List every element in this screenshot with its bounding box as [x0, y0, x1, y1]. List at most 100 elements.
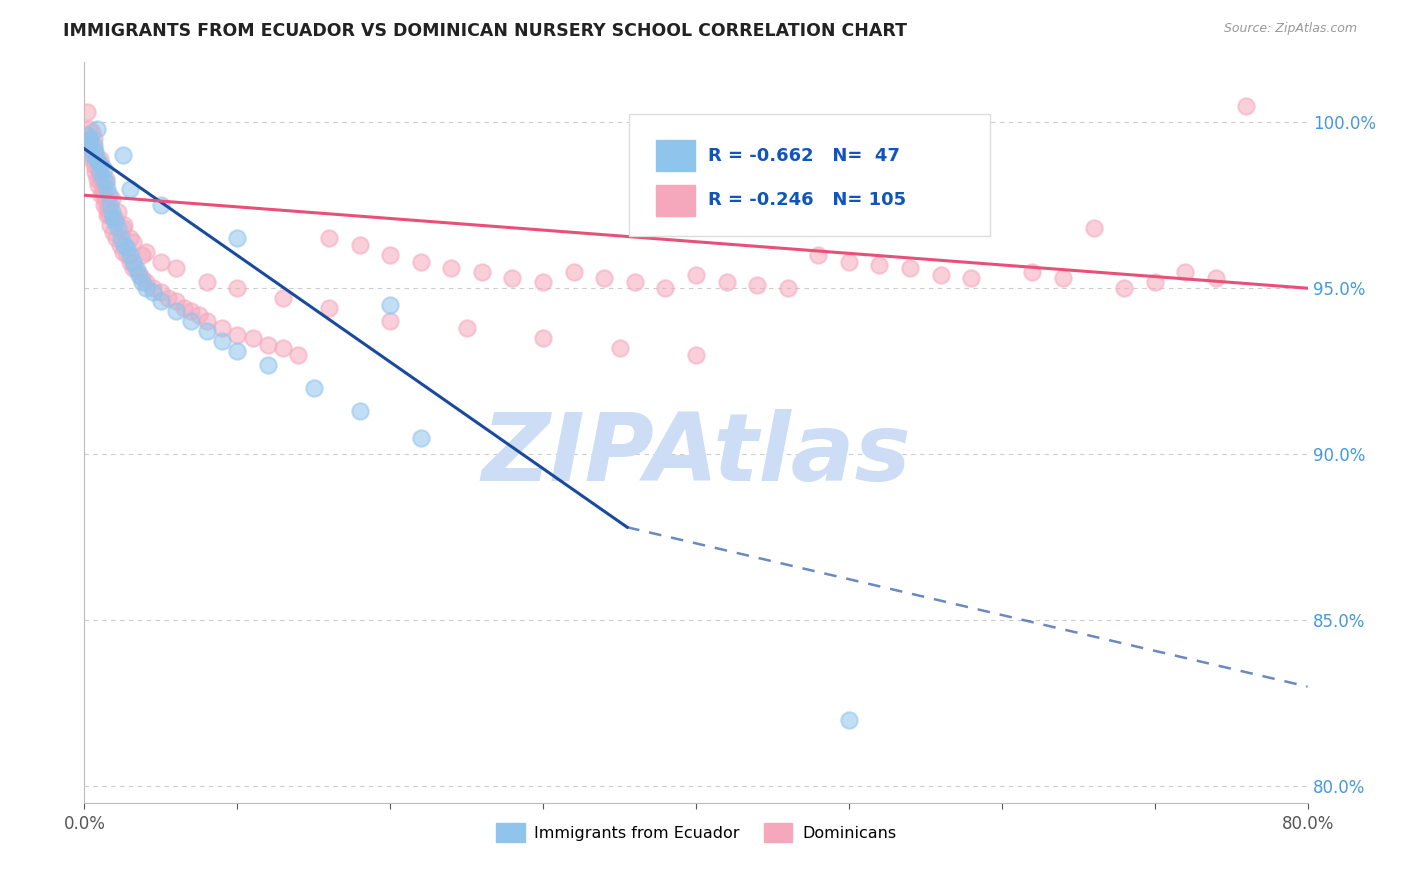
Point: [287, 348, 309, 362]
Point: [87, 155, 110, 169]
Point: [89, 152, 111, 166]
Point: [409, 431, 432, 445]
Point: [84, 145, 107, 159]
Point: [97, 188, 120, 202]
Point: [77, 121, 100, 136]
Point: [302, 381, 325, 395]
Point: [128, 268, 150, 282]
FancyBboxPatch shape: [628, 114, 990, 236]
Point: [195, 324, 218, 338]
Point: [593, 271, 616, 285]
Point: [242, 331, 264, 345]
Point: [869, 258, 891, 272]
Point: [380, 314, 402, 328]
Point: [562, 264, 585, 278]
Point: [838, 254, 860, 268]
Point: [110, 231, 132, 245]
Point: [94, 175, 117, 189]
Point: [349, 404, 371, 418]
Point: [165, 304, 187, 318]
Point: [120, 181, 142, 195]
Point: [226, 231, 249, 245]
Point: [77, 138, 100, 153]
Point: [898, 261, 921, 276]
Point: [111, 244, 134, 259]
Point: [101, 204, 124, 219]
Text: R = -0.662   N=  47: R = -0.662 N= 47: [709, 146, 900, 165]
Point: [83, 138, 105, 153]
Point: [131, 275, 153, 289]
Point: [86, 152, 108, 166]
Point: [122, 235, 145, 249]
Point: [76, 105, 98, 120]
Point: [112, 238, 135, 252]
Point: [79, 132, 101, 146]
Point: [80, 152, 103, 166]
Point: [173, 301, 195, 315]
Point: [111, 148, 134, 162]
Point: [471, 264, 494, 278]
Point: [1114, 281, 1136, 295]
Point: [1083, 221, 1105, 235]
Point: [127, 264, 149, 278]
Point: [104, 211, 127, 226]
Point: [89, 165, 111, 179]
Point: [440, 261, 463, 276]
Point: [93, 161, 115, 176]
Point: [120, 231, 142, 245]
Point: [96, 181, 118, 195]
Point: [380, 298, 402, 312]
Point: [135, 244, 157, 259]
Point: [211, 334, 233, 349]
Point: [180, 304, 202, 318]
Point: [107, 204, 129, 219]
Text: R = -0.246   N= 105: R = -0.246 N= 105: [709, 191, 907, 209]
Point: [83, 158, 105, 172]
Point: [609, 341, 631, 355]
Text: Source: ZipAtlas.com: Source: ZipAtlas.com: [1223, 22, 1357, 36]
Point: [101, 192, 124, 206]
Point: [104, 215, 127, 229]
Point: [211, 321, 233, 335]
Point: [142, 281, 165, 295]
Point: [96, 202, 118, 216]
Point: [76, 128, 98, 143]
Point: [115, 248, 138, 262]
Point: [1205, 271, 1227, 285]
Point: [98, 198, 121, 212]
Text: ZIPAtlas: ZIPAtlas: [481, 409, 911, 500]
Point: [91, 171, 114, 186]
Point: [195, 314, 218, 328]
Point: [226, 344, 249, 359]
Point: [142, 285, 165, 299]
Point: [409, 254, 432, 268]
Point: [122, 254, 145, 268]
Point: [271, 291, 294, 305]
Point: [115, 241, 138, 255]
Point: [838, 713, 860, 727]
Point: [94, 171, 117, 186]
Point: [131, 248, 153, 262]
Point: [122, 261, 145, 276]
Point: [188, 308, 211, 322]
Point: [93, 198, 115, 212]
Bar: [655, 185, 695, 216]
Point: [84, 165, 107, 179]
Point: [807, 248, 830, 262]
Y-axis label: Nursery School: Nursery School: [0, 375, 7, 491]
Point: [91, 181, 114, 195]
Point: [77, 135, 100, 149]
Point: [654, 281, 676, 295]
Bar: [655, 140, 695, 171]
Point: [1052, 271, 1074, 285]
Point: [105, 231, 128, 245]
Point: [257, 337, 280, 351]
Point: [1021, 264, 1043, 278]
Point: [149, 294, 172, 309]
Point: [747, 277, 769, 292]
Point: [103, 225, 125, 239]
Point: [531, 331, 554, 345]
Point: [90, 188, 112, 202]
Point: [271, 341, 294, 355]
Point: [79, 145, 101, 159]
